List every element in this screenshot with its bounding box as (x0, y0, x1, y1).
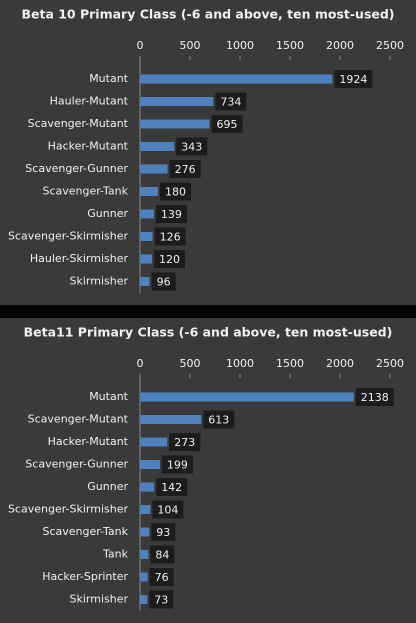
bar (140, 277, 150, 286)
y-tick-label: Scavenger-Gunner (25, 162, 128, 175)
x-tick-label: 2500 (376, 357, 404, 370)
value-label: 73 (154, 594, 168, 607)
x-tick-label: 1000 (226, 357, 254, 370)
y-tick-label: Scavenger-Gunner (25, 458, 128, 471)
chart: Beta11 Primary Class (-6 and above, ten … (0, 318, 416, 623)
x-tick-label: 2000 (326, 357, 354, 370)
value-label: 126 (160, 231, 181, 244)
y-tick-label: Scavenger-Tank (42, 185, 128, 198)
y-tick-label: Scavenger-Skirmisher (8, 230, 129, 243)
y-tick-label: Hacker-Sprinter (42, 570, 128, 583)
y-tick-label: Hacker-Mutant (48, 435, 129, 448)
x-tick-label: 0 (137, 39, 144, 52)
y-tick-label: Hauler-Skirmisher (30, 252, 129, 265)
bar (140, 209, 154, 219)
y-tick-label: Mutant (89, 390, 128, 403)
x-tick-label: 2000 (326, 39, 354, 52)
y-tick-label: Skirmisher (69, 275, 128, 288)
value-label: 93 (156, 526, 170, 539)
value-label: 343 (181, 141, 202, 154)
y-tick-label: Scavenger-Skirmisher (8, 503, 129, 516)
value-label-box (155, 205, 187, 223)
value-label: 120 (159, 253, 180, 266)
bar (140, 572, 148, 582)
y-tick-label: Scavenger-Tank (42, 525, 128, 538)
value-label: 1924 (339, 73, 367, 86)
y-tick-label: Skirmisher (69, 593, 128, 606)
separator (0, 305, 416, 318)
y-tick-label: Mutant (89, 72, 128, 85)
value-label-box (215, 92, 247, 111)
value-label: 76 (155, 571, 169, 584)
y-tick-label: Scavenger-Mutant (28, 413, 129, 426)
bar (140, 550, 149, 559)
value-label: 142 (161, 481, 182, 494)
value-label-box (176, 137, 208, 156)
bar (140, 187, 158, 196)
bar (140, 415, 202, 424)
y-tick-label: Gunner (87, 480, 128, 493)
value-label: 273 (174, 436, 195, 449)
y-tick-label: Hacker-Mutant (48, 140, 129, 153)
value-label-box (203, 410, 235, 429)
value-label-box (149, 590, 174, 609)
bar (140, 142, 175, 151)
x-tick-label: 1500 (276, 357, 304, 370)
x-tick-label: 2500 (376, 39, 404, 52)
bar (140, 392, 354, 402)
value-label-box (169, 160, 201, 178)
bar (140, 437, 168, 447)
value-label-box (355, 388, 394, 406)
value-label: 613 (208, 414, 229, 427)
value-label-box (150, 545, 175, 564)
bar (140, 460, 160, 469)
value-label-box (334, 70, 373, 88)
x-tick-label: 1000 (226, 39, 254, 52)
y-tick-label: Hauler-Mutant (50, 95, 129, 108)
value-label: 96 (157, 276, 171, 289)
y-tick-label: Gunner (87, 207, 128, 220)
bar (140, 119, 210, 129)
value-label-box (151, 523, 176, 541)
value-label: 276 (175, 163, 196, 176)
x-tick-label: 500 (180, 39, 201, 52)
chart: Beta 10 Primary Class (-6 and above, ten… (0, 0, 416, 305)
y-tick-label: Scavenger-Mutant (28, 117, 129, 130)
value-label-box (169, 433, 201, 451)
bar (140, 505, 151, 514)
value-label-box (154, 227, 186, 246)
bar (140, 595, 148, 604)
value-label: 734 (220, 96, 241, 109)
x-tick-label: 0 (137, 357, 144, 370)
value-label-box (154, 250, 185, 268)
value-label-box (149, 568, 174, 586)
value-label-box (161, 455, 193, 474)
y-tick-label: Tank (102, 548, 129, 561)
bar (140, 74, 333, 84)
value-label-box (151, 272, 176, 291)
bar (140, 97, 214, 106)
x-tick-label: 500 (180, 357, 201, 370)
value-label-box (156, 478, 188, 496)
x-tick-label: 1500 (276, 39, 304, 52)
value-label: 199 (167, 459, 188, 472)
chart-title: Beta 10 Primary Class (-6 and above, ten… (21, 7, 394, 22)
bar (140, 232, 153, 241)
value-label: 695 (217, 118, 238, 131)
bar (140, 254, 152, 264)
value-label: 104 (157, 504, 178, 517)
bar (140, 527, 150, 537)
bar (140, 164, 168, 174)
value-label: 84 (155, 549, 169, 562)
value-label: 139 (161, 208, 182, 221)
chart-title: Beta11 Primary Class (-6 and above, ten … (24, 325, 393, 340)
value-label: 2138 (361, 391, 389, 404)
value-label: 180 (165, 186, 186, 199)
value-label-box (160, 182, 191, 201)
bar (140, 482, 155, 492)
value-label-box (211, 115, 243, 133)
value-label-box (152, 500, 184, 519)
